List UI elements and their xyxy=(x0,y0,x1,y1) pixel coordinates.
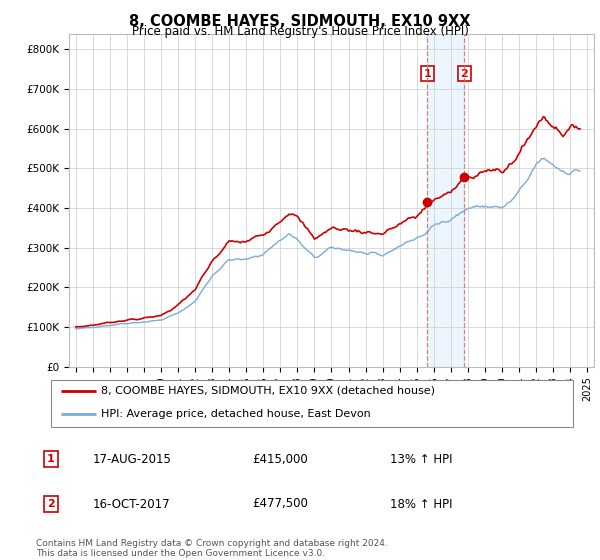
Text: 18% ↑ HPI: 18% ↑ HPI xyxy=(390,497,452,511)
Text: Contains HM Land Registry data © Crown copyright and database right 2024.
This d: Contains HM Land Registry data © Crown c… xyxy=(36,539,388,558)
Text: 1: 1 xyxy=(424,68,431,78)
FancyBboxPatch shape xyxy=(50,380,574,427)
Text: 1: 1 xyxy=(47,454,55,464)
Text: 16-OCT-2017: 16-OCT-2017 xyxy=(93,497,170,511)
Text: 13% ↑ HPI: 13% ↑ HPI xyxy=(390,452,452,466)
Text: HPI: Average price, detached house, East Devon: HPI: Average price, detached house, East… xyxy=(101,409,371,419)
Text: £415,000: £415,000 xyxy=(252,452,308,466)
Text: Price paid vs. HM Land Registry's House Price Index (HPI): Price paid vs. HM Land Registry's House … xyxy=(131,25,469,38)
Bar xyxy=(427,34,464,367)
Text: 2: 2 xyxy=(47,499,55,509)
Text: 17-AUG-2015: 17-AUG-2015 xyxy=(93,452,172,466)
Text: 8, COOMBE HAYES, SIDMOUTH, EX10 9XX: 8, COOMBE HAYES, SIDMOUTH, EX10 9XX xyxy=(129,14,471,29)
Text: £477,500: £477,500 xyxy=(252,497,308,511)
Text: 8, COOMBE HAYES, SIDMOUTH, EX10 9XX (detached house): 8, COOMBE HAYES, SIDMOUTH, EX10 9XX (det… xyxy=(101,386,435,395)
Text: 2: 2 xyxy=(460,68,468,78)
